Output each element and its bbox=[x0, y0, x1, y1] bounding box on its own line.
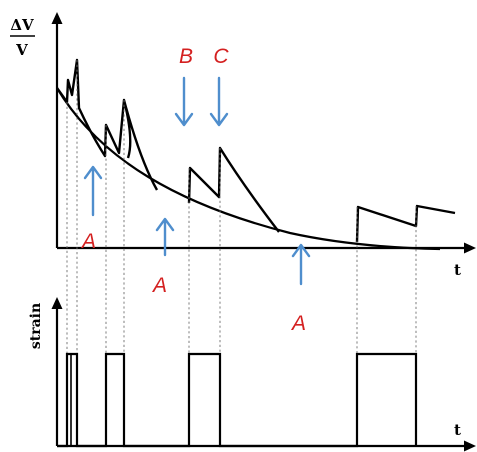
top-ylabel-numerator: ΔV bbox=[10, 16, 34, 34]
up-arrow-icon bbox=[155, 217, 175, 257]
annotation-a-3: A bbox=[290, 243, 311, 335]
top-panel: ΔV V t bbox=[10, 12, 476, 279]
annotation-a-1: A bbox=[80, 165, 103, 253]
bottom-ylabel: strain bbox=[28, 303, 44, 349]
top-xlabel: t bbox=[454, 261, 461, 279]
annotation-label: A bbox=[290, 312, 306, 335]
baseline-decay-curve bbox=[56, 87, 441, 251]
annotation-a-2: A bbox=[151, 217, 175, 297]
top-ylabel-denominator: V bbox=[15, 41, 28, 59]
annotation-c: C bbox=[209, 45, 229, 127]
down-arrow-icon bbox=[209, 76, 229, 127]
annotation-label: A bbox=[151, 274, 167, 297]
top-x-axis-arrowhead bbox=[464, 242, 476, 254]
bottom-xlabel: t bbox=[454, 421, 461, 439]
top-y-axis-arrowhead bbox=[51, 12, 63, 24]
bottom-panel: strain t bbox=[28, 297, 476, 452]
guide-lines bbox=[66, 60, 417, 446]
annotations: A A A B C bbox=[80, 45, 311, 335]
strain-pulse-train bbox=[57, 352, 418, 448]
up-arrow-icon bbox=[83, 165, 103, 217]
bottom-x-axis-arrowhead bbox=[464, 440, 476, 452]
bottom-y-axis-arrowhead bbox=[51, 297, 63, 309]
annotation-label: C bbox=[213, 45, 229, 68]
response-curve bbox=[56, 58, 456, 243]
up-arrow-icon bbox=[291, 243, 311, 286]
down-arrow-icon bbox=[174, 76, 194, 127]
annotation-b: B bbox=[174, 45, 194, 127]
annotation-label: A bbox=[80, 230, 96, 253]
annotation-label: B bbox=[179, 45, 193, 68]
